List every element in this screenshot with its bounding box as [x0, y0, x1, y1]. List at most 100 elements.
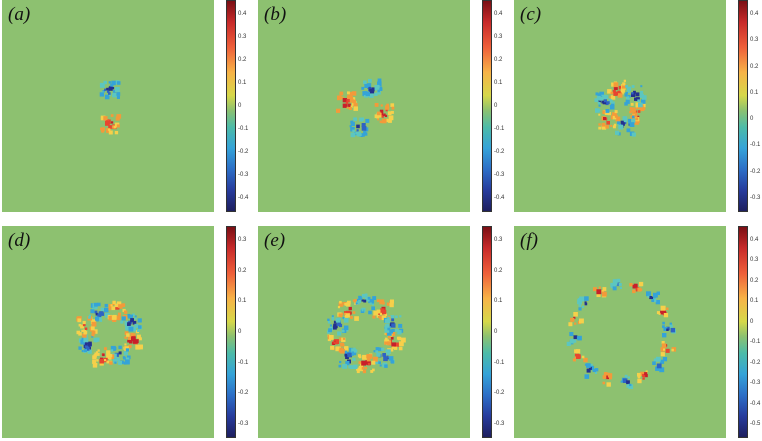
- pattern-f: [566, 278, 677, 389]
- field-speckle: [353, 364, 358, 369]
- field-speckle: [116, 114, 122, 119]
- field-speckle: [116, 81, 121, 85]
- field-speckle: [82, 333, 87, 338]
- field-speckle: [136, 334, 141, 339]
- field-speckle: [351, 91, 357, 96]
- field-speckle: [111, 87, 115, 90]
- field-speckle: [372, 368, 375, 372]
- field-speckle: [104, 303, 108, 308]
- field-speckle: [126, 355, 131, 360]
- field-speckle: [387, 327, 390, 331]
- field-speckle: [76, 330, 80, 335]
- field-speckle: [384, 341, 388, 345]
- field-speckle: [88, 316, 91, 319]
- field-speckle: [128, 345, 132, 348]
- field-speckle: [573, 335, 578, 340]
- field-speckle: [139, 344, 143, 349]
- field-speckle: [388, 335, 391, 339]
- field-speckle: [573, 339, 577, 343]
- field-speckle: [361, 86, 365, 90]
- field-speckle: [99, 82, 105, 88]
- field-speckle: [399, 315, 402, 318]
- field-speckle: [378, 87, 383, 91]
- field-speckle: [124, 321, 129, 326]
- field-speckle: [640, 371, 645, 376]
- field-speckle: [669, 324, 673, 328]
- field-speckle: [338, 313, 343, 318]
- field-speckle: [637, 99, 640, 102]
- field-speckle: [350, 105, 353, 108]
- field-speckle: [342, 98, 347, 103]
- field-speckle: [125, 348, 129, 352]
- field-speckle: [108, 125, 112, 129]
- field-speckle: [639, 93, 644, 98]
- field-speckle: [380, 312, 383, 316]
- field-speckle: [106, 87, 109, 91]
- field-speckle: [90, 309, 95, 314]
- field-speckle: [629, 383, 632, 387]
- field-speckle: [357, 354, 361, 358]
- field-speckle: [90, 326, 95, 331]
- field-speckle: [390, 336, 394, 340]
- field-speckle: [594, 371, 598, 374]
- field-speckle: [631, 92, 636, 97]
- field-speckle: [569, 338, 574, 343]
- field-speckle: [353, 117, 357, 122]
- field-speckle: [638, 281, 644, 287]
- field-speckle: [98, 311, 102, 314]
- field-speckle: [110, 345, 116, 351]
- field-speckle: [613, 82, 619, 88]
- field-speckle: [577, 298, 580, 301]
- field-speckle: [348, 306, 352, 311]
- panel-label-f: (f): [520, 230, 538, 251]
- field-speckle: [356, 370, 360, 374]
- field-speckle: [661, 343, 667, 348]
- field-speckle: [631, 85, 635, 88]
- field-speckle: [604, 111, 609, 115]
- field-speckle: [652, 361, 656, 365]
- field-speckle: [83, 331, 87, 335]
- field-speckle: [381, 347, 385, 351]
- field-speckle: [612, 279, 618, 284]
- field-speckle: [78, 332, 82, 336]
- field-speckle: [335, 317, 341, 323]
- field-speckle: [105, 313, 110, 318]
- colorbar-tick-label: -0.3: [494, 421, 505, 427]
- field-speckle: [336, 108, 341, 113]
- field-speckle: [116, 315, 121, 321]
- colorbar-tick-label: 0.4: [494, 11, 503, 17]
- field-speckle: [642, 103, 646, 108]
- field-speckle: [656, 311, 660, 315]
- field-speckle: [617, 121, 620, 125]
- field-speckle: [358, 361, 362, 365]
- field-speckle: [636, 97, 640, 101]
- field-speckle: [631, 132, 636, 137]
- field-speckle: [353, 299, 358, 303]
- field-speckle: [374, 87, 378, 91]
- field-speckle: [628, 123, 631, 126]
- field-speckle: [363, 299, 367, 303]
- field-speckle: [371, 360, 376, 365]
- colorbar-tick-label: -0.2: [750, 168, 761, 175]
- field-speckle: [626, 384, 630, 388]
- field-speckle: [395, 315, 398, 319]
- field-speckle: [646, 291, 651, 297]
- field-speckle: [597, 93, 601, 96]
- field-speckle: [377, 118, 380, 121]
- field-speckle: [626, 96, 630, 100]
- field-speckle: [630, 102, 634, 106]
- field-speckle: [130, 319, 133, 323]
- field-speckle: [390, 348, 394, 352]
- field-speckle: [114, 131, 119, 135]
- field-speckle: [126, 333, 130, 337]
- field-speckle: [372, 356, 378, 362]
- colorbar-tick-label: -0.2: [494, 149, 505, 155]
- field-speckle: [584, 301, 587, 304]
- field-speckle: [568, 322, 573, 327]
- field-speckle: [652, 298, 657, 303]
- field-speckle: [353, 106, 358, 111]
- field-speckle: [661, 311, 664, 314]
- field-speckle: [112, 89, 116, 93]
- field-speckle: [634, 119, 639, 125]
- field-speckle: [346, 106, 349, 109]
